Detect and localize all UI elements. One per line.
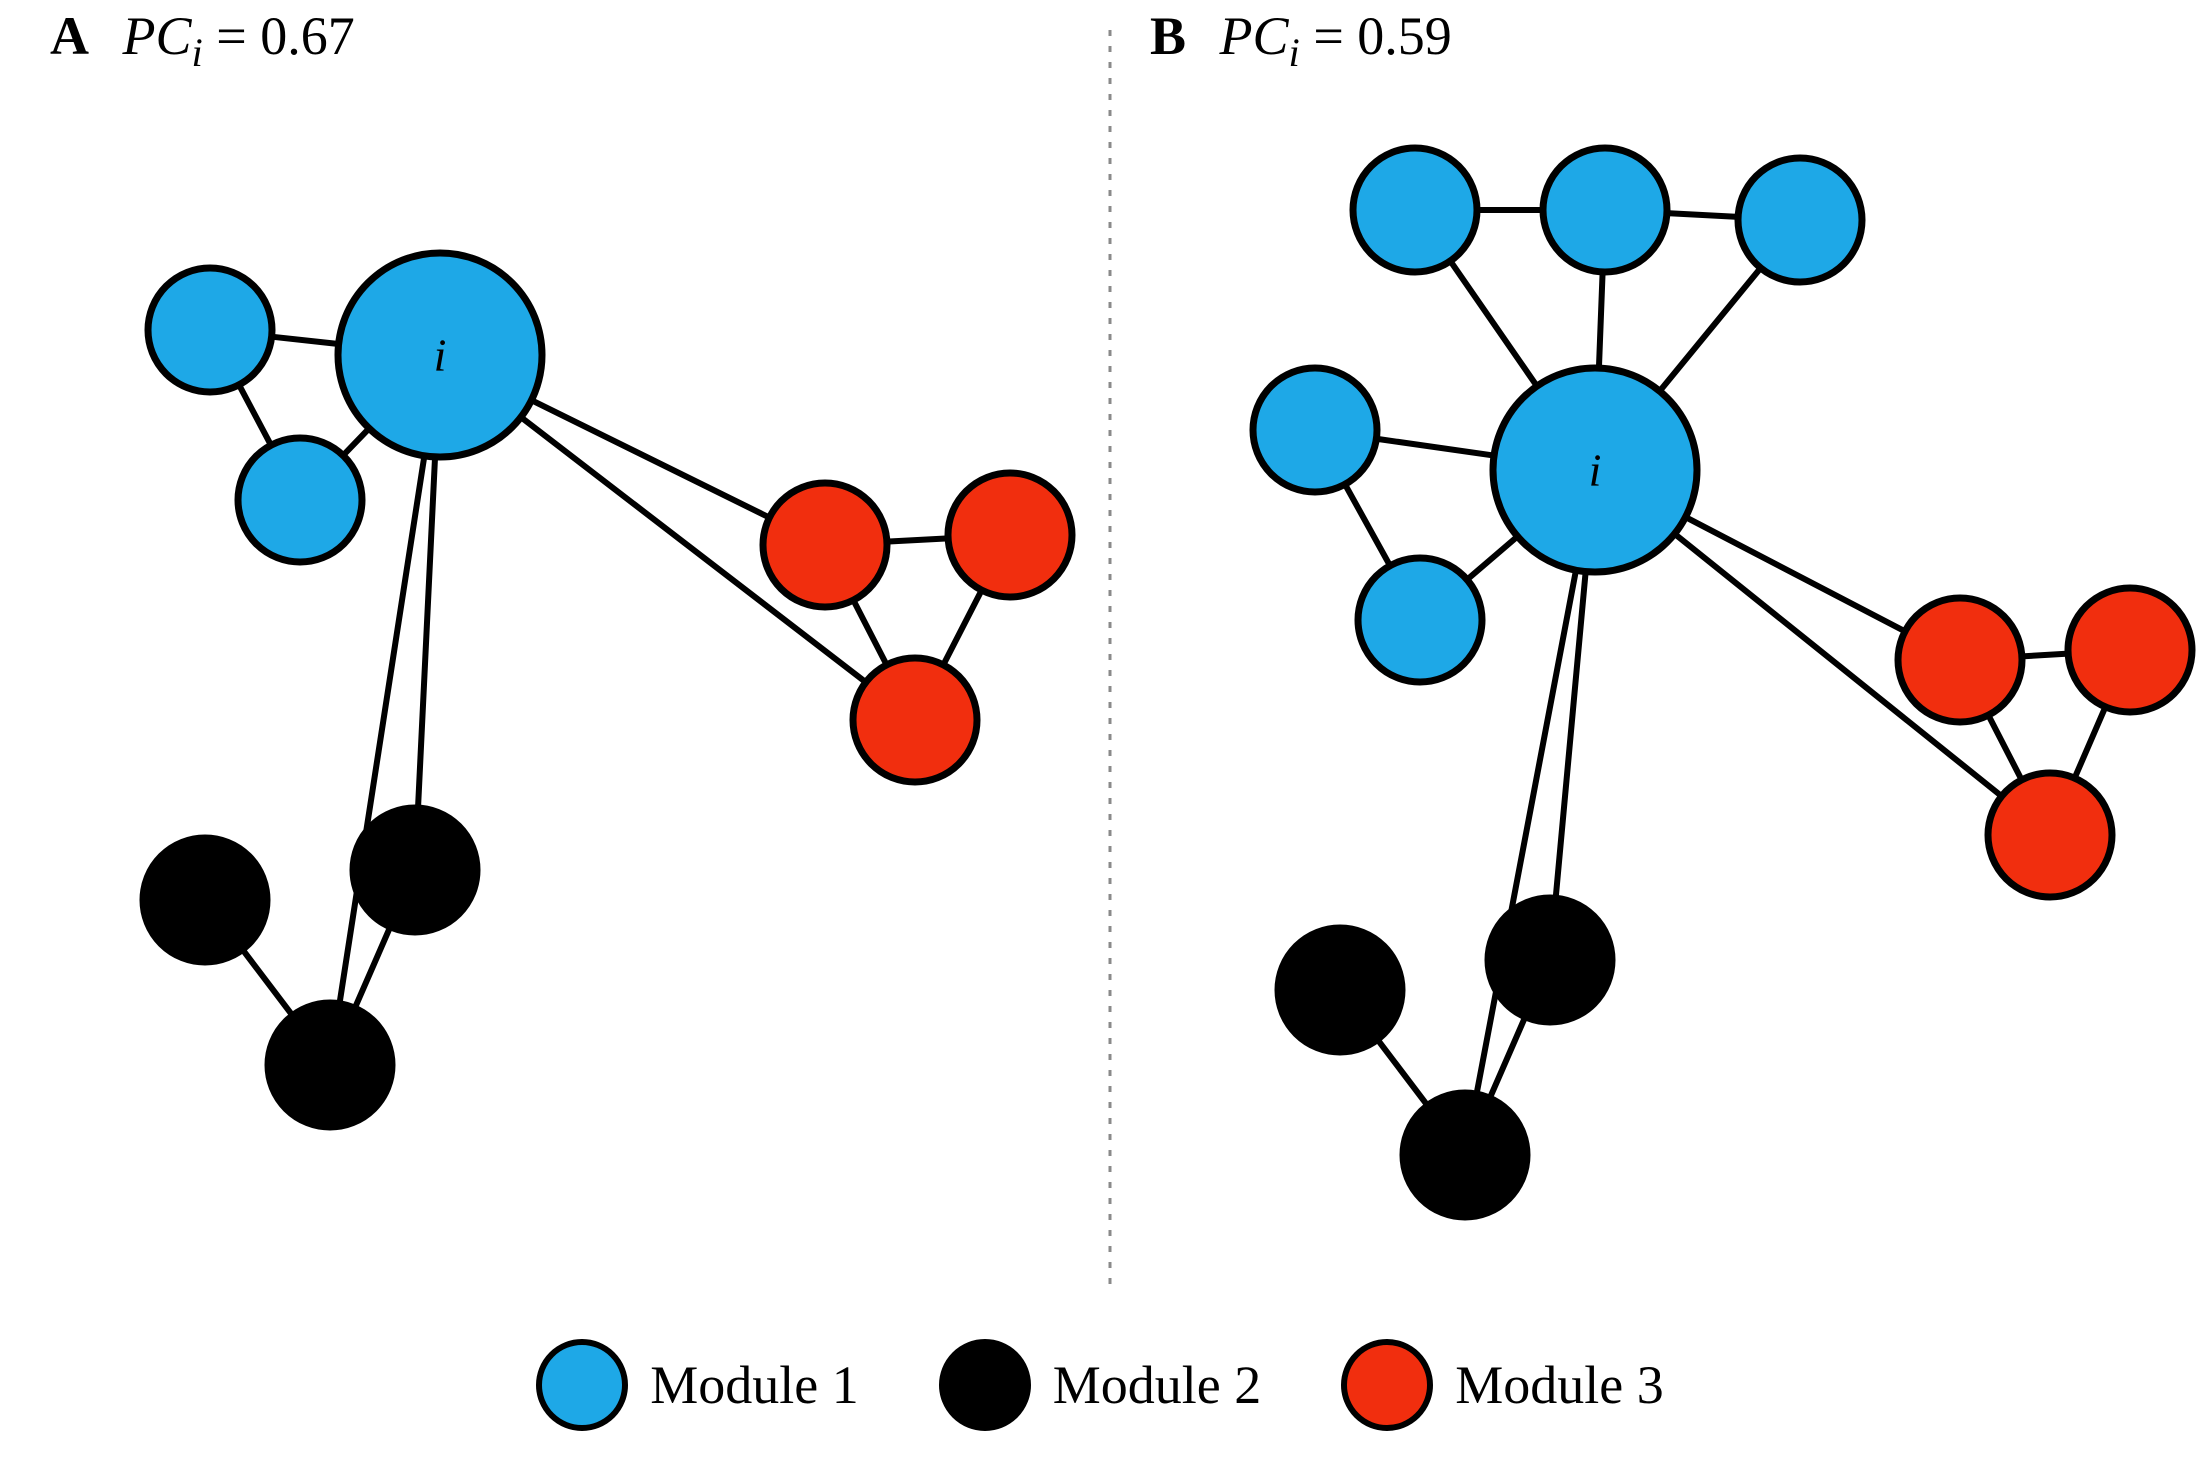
node-A_b2 [238, 438, 362, 562]
edge [1556, 572, 1586, 899]
edge [531, 400, 769, 517]
legend-swatch-module1 [536, 1339, 628, 1431]
node-A_k1 [143, 838, 267, 962]
edge [1345, 484, 1390, 565]
edge [242, 949, 292, 1015]
edge [1376, 439, 1494, 456]
node-A_k2 [353, 808, 477, 932]
edge [272, 337, 339, 344]
legend-item-module1: Module 1 [536, 1339, 859, 1431]
edge [853, 600, 886, 665]
edge [1660, 268, 1761, 391]
panel-a-pc-value: 0.67 [260, 6, 355, 66]
panel-b-letter: B [1150, 6, 1186, 66]
edge [239, 385, 271, 445]
node-B_t2 [1543, 148, 1667, 272]
panel-b-equals: = [1313, 6, 1357, 66]
edge [1467, 536, 1517, 579]
node-B_r3 [1988, 773, 2112, 897]
legend-swatch-module2 [939, 1339, 1031, 1431]
node-B_t1 [1353, 148, 1477, 272]
panel-b-pc-value: 0.59 [1357, 6, 1452, 66]
node-B_k1 [1278, 928, 1402, 1052]
edge [2075, 707, 2106, 778]
legend-label-module1: Module 1 [650, 1354, 859, 1416]
node-B_k2 [1488, 898, 1612, 1022]
node-B_l1 [1253, 368, 1377, 492]
panel-b-sub-i: i [1289, 30, 1300, 75]
legend-label-module2: Module 2 [1053, 1354, 1262, 1416]
edge [943, 590, 981, 665]
node-A_i [338, 253, 542, 457]
panel-b-pc-symbol: PC [1220, 6, 1289, 66]
node-A_r2 [948, 473, 1072, 597]
panel-a-letter: A [50, 6, 89, 66]
panel-A-nodes [143, 253, 1072, 1127]
edge [2022, 654, 2068, 657]
edge [1377, 1039, 1427, 1105]
legend-label-module3: Module 3 [1455, 1354, 1664, 1416]
legend-swatch-module3 [1341, 1339, 1433, 1431]
node-A_k3 [268, 1003, 392, 1127]
edge [1685, 517, 1905, 631]
node-B_r1 [1898, 598, 2022, 722]
node-B_r2 [2068, 588, 2192, 712]
node-A_r1 [763, 483, 887, 607]
node-B_t3 [1738, 158, 1862, 282]
panel-a-title: A PCi = 0.67 [50, 5, 355, 76]
panel-a-sub-i: i [192, 30, 203, 75]
network-svg [0, 0, 2200, 1461]
edge [1599, 272, 1603, 368]
figure-root: A PCi = 0.67 B PCi = 0.59 Module 1 Modul… [0, 0, 2200, 1461]
legend-item-module2: Module 2 [939, 1339, 1262, 1431]
edge [1667, 213, 1738, 217]
legend: Module 1 Module 2 Module 3 [0, 1339, 2200, 1431]
node-A_r3 [853, 658, 977, 782]
node-B_l2 [1358, 558, 1482, 682]
edge [1988, 715, 2021, 780]
legend-item-module3: Module 3 [1341, 1339, 1664, 1431]
panel-b-title: B PCi = 0.59 [1150, 5, 1452, 76]
edge [1490, 1017, 1525, 1098]
node-A_b1 [148, 268, 272, 392]
node-B_k3 [1403, 1093, 1527, 1217]
edge [1450, 261, 1537, 386]
edge [355, 927, 390, 1008]
edge [887, 538, 948, 541]
node-B_i [1493, 368, 1697, 572]
panel-a-pc-symbol: PC [123, 6, 192, 66]
panel-a-equals: = [216, 6, 260, 66]
edge [343, 428, 369, 455]
edge [418, 457, 435, 808]
